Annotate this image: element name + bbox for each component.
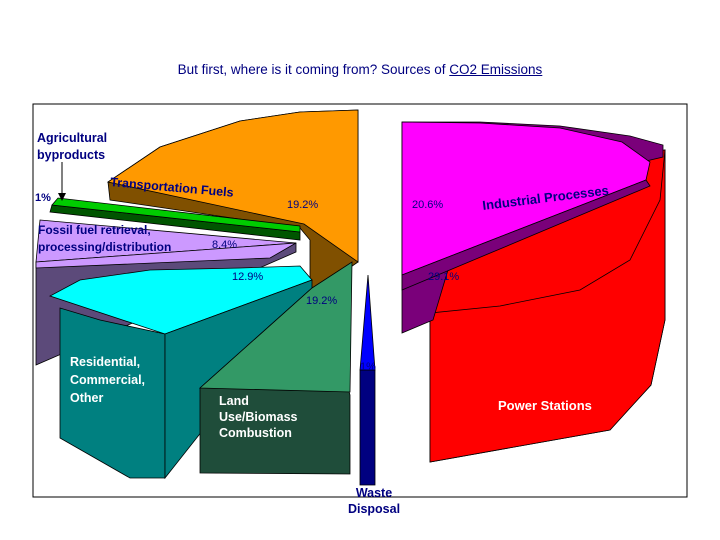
label-agricultural-pct: 1% bbox=[35, 192, 51, 204]
slice-agricultural-top bbox=[51, 197, 301, 233]
label-agricultural-line2: byproducts bbox=[37, 148, 105, 162]
slice-transport-top bbox=[106, 109, 359, 263]
label-power-pct: 29.1% bbox=[428, 271, 459, 283]
label-waste-line1: Waste bbox=[356, 486, 392, 500]
label-landuse-line3: Combustion bbox=[219, 426, 292, 440]
slice-waste-side bbox=[359, 369, 376, 486]
label-landuse-pct: 19.2% bbox=[306, 295, 337, 307]
label-landuse-line2: Use/Biomass bbox=[219, 410, 298, 424]
label-residential-line1: Residential, bbox=[70, 355, 140, 369]
agricultural-pointer-arrow bbox=[58, 193, 66, 201]
label-residential-line3: Other bbox=[70, 391, 103, 405]
title-text: But first, where is it coming from? Sour… bbox=[177, 62, 450, 77]
label-industrial-pct: 20.6% bbox=[412, 199, 443, 211]
title-underlined: CO2 Emissions bbox=[449, 62, 543, 77]
label-fossil-pct: 8.4% bbox=[212, 239, 237, 251]
page-title: But first, where is it coming from? Sour… bbox=[0, 62, 720, 77]
slice-waste-top bbox=[359, 274, 376, 371]
label-landuse-line1: Land bbox=[219, 394, 249, 408]
label-power: Power Stations bbox=[498, 398, 592, 413]
slice-fossil-front bbox=[35, 242, 297, 269]
label-fossil-line2: processing/distribution bbox=[38, 240, 171, 254]
label-residential-pct: 12.9% bbox=[232, 271, 263, 283]
label-residential-line2: Commercial, bbox=[70, 373, 145, 387]
slice-landuse-top bbox=[198, 261, 353, 393]
label-fossil-line1: Fossil fuel retrieval, bbox=[38, 223, 151, 237]
label-agricultural-line1: Agricultural bbox=[37, 131, 107, 145]
label-waste-pct: 1% bbox=[360, 361, 376, 373]
label-transport-pct: 19.2% bbox=[287, 199, 318, 211]
slice-industrial-lower bbox=[401, 179, 651, 291]
label-waste-line2: Disposal bbox=[348, 502, 400, 516]
